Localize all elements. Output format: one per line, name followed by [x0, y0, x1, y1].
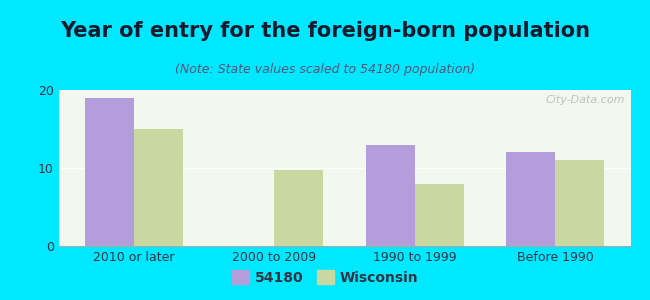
- Text: Year of entry for the foreign-born population: Year of entry for the foreign-born popul…: [60, 21, 590, 41]
- Bar: [84, 98, 134, 246]
- Legend: 54180, Wisconsin: 54180, Wisconsin: [227, 264, 423, 290]
- Bar: [555, 160, 605, 246]
- Text: (Note: State values scaled to 54180 population): (Note: State values scaled to 54180 popu…: [175, 63, 475, 76]
- Bar: [415, 184, 464, 246]
- Bar: [274, 169, 324, 246]
- Bar: [506, 152, 555, 246]
- Bar: [365, 145, 415, 246]
- Text: City-Data.com: City-Data.com: [545, 95, 625, 105]
- Bar: [134, 129, 183, 246]
